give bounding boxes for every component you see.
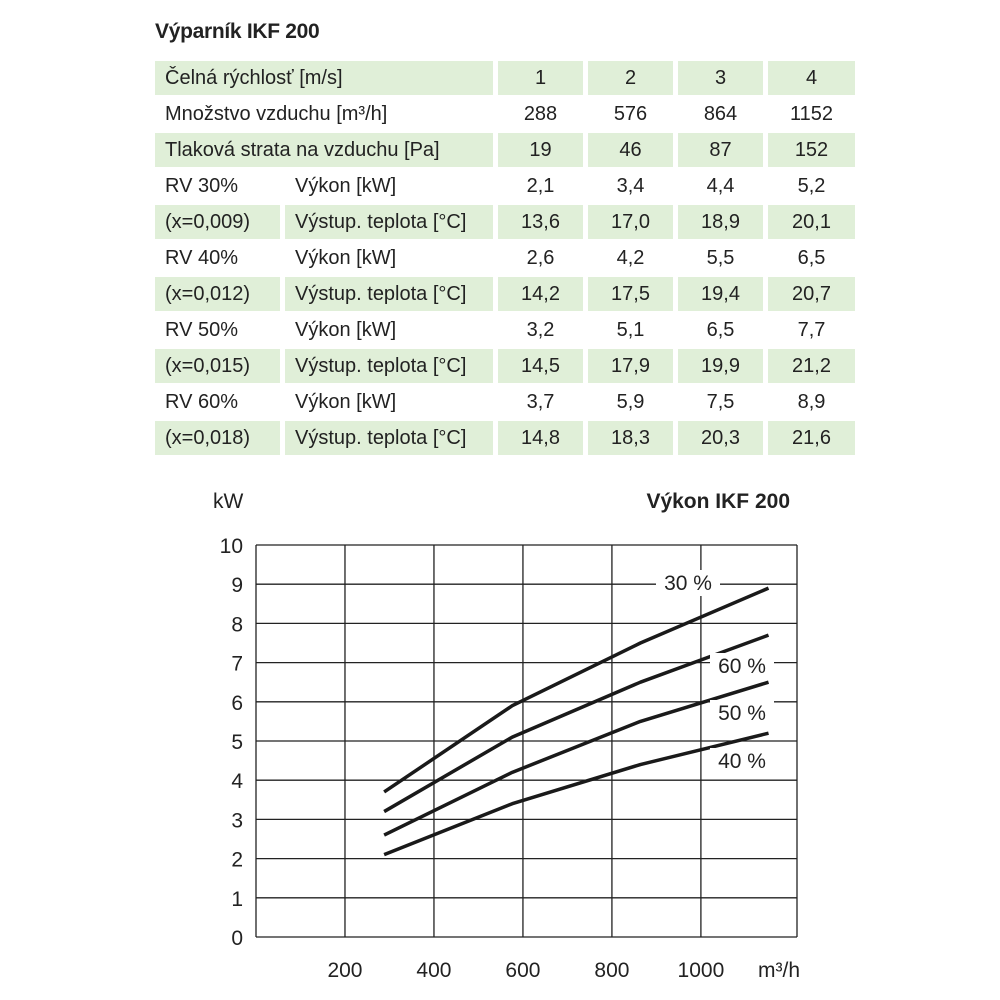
chart-title: Výkon IKF 200 <box>646 490 790 513</box>
y-tick-label: 8 <box>231 613 243 636</box>
x-tick-label: 400 <box>416 959 451 982</box>
row-quantity-label: Výstup. teplota [°C] <box>285 205 493 239</box>
pressure-value: 46 <box>588 133 673 167</box>
row-value: 7,7 <box>797 319 826 341</box>
row-value: 20,1 <box>768 205 855 239</box>
y-tick-label: 9 <box>231 574 243 597</box>
row-value: 7,5 <box>706 391 735 413</box>
row-value: 17,0 <box>588 205 673 239</box>
row-value: 17,9 <box>588 349 673 383</box>
row-value: 14,2 <box>498 277 583 311</box>
airflow-value: 1152 <box>789 103 833 125</box>
row-value: 3,4 <box>616 175 645 197</box>
pressure-label: Tlaková strata na vzduchu [Pa] <box>155 133 493 167</box>
y-tick-label: 0 <box>231 927 243 950</box>
series-label: 30 % <box>664 572 712 595</box>
row-value: 5,1 <box>616 319 645 341</box>
pressure-value: 19 <box>498 133 583 167</box>
series-line-60 <box>383 586 770 794</box>
row-value: 18,3 <box>588 421 673 455</box>
series-line-30 <box>383 731 769 857</box>
x-tick-label: 800 <box>594 959 629 982</box>
row-value: 3,7 <box>526 391 555 413</box>
row-value: 5,9 <box>616 391 645 413</box>
row-quantity-label: Výstup. teplota [°C] <box>285 277 493 311</box>
airflow-label: Množstvo vzduchu [m³/h] <box>165 103 388 125</box>
row-value: 4,4 <box>706 175 735 197</box>
table-title: Výparník IKF 200 <box>155 20 320 43</box>
series-label-bg <box>710 700 774 726</box>
series-label-bg <box>710 748 774 774</box>
row-value: 21,2 <box>768 349 855 383</box>
pressure-value: 152 <box>768 133 855 167</box>
row-value: 21,6 <box>768 421 855 455</box>
row-value: 14,8 <box>498 421 583 455</box>
row-value: 18,9 <box>678 205 763 239</box>
evaporator-table: Čelná rýchlosť [m/s] 1 2 3 4 Množstvo vzduchu… <box>155 60 855 456</box>
row-value: 5,5 <box>706 247 735 269</box>
row-value: 17,5 <box>588 277 673 311</box>
y-tick-label: 1 <box>231 888 243 911</box>
y-tick-label: 2 <box>231 849 243 872</box>
row-value: 13,6 <box>498 205 583 239</box>
row-value: 19,9 <box>678 349 763 383</box>
row-value: 2,6 <box>526 247 555 269</box>
row-quantity-label: Výkon [kW] <box>295 247 397 269</box>
series-line-40 <box>383 680 770 837</box>
pressure-value: 87 <box>678 133 763 167</box>
row-value: 14,5 <box>498 349 583 383</box>
y-tick-label: 7 <box>231 653 243 676</box>
row-value: 8,9 <box>797 391 826 413</box>
y-tick-label: 4 <box>231 770 243 793</box>
row-value: 2,1 <box>526 175 555 197</box>
row-value: 3,2 <box>526 319 555 341</box>
row-quantity-label: Výstup. teplota [°C] <box>285 349 493 383</box>
y-axis-label: kW <box>213 490 244 513</box>
row-group-label: (x=0,009) <box>155 205 280 239</box>
series-label-bg <box>656 570 720 596</box>
y-tick-label: 6 <box>231 692 243 715</box>
series-line-50 <box>383 633 770 814</box>
header-value: 4 <box>768 61 855 95</box>
x-tick-label: 200 <box>327 959 362 982</box>
series-label: 40 % <box>718 750 766 773</box>
row-group-label: RV 60% <box>165 391 239 413</box>
y-tick-label: 3 <box>231 809 243 832</box>
row-value: 20,3 <box>678 421 763 455</box>
header-value: 1 <box>498 61 583 95</box>
row-group-label: (x=0,015) <box>155 349 280 383</box>
y-tick-label: 5 <box>231 731 243 754</box>
row-quantity-label: Výkon [kW] <box>295 391 397 413</box>
series-label: 60 % <box>718 655 766 678</box>
row-value: 6,5 <box>706 319 735 341</box>
row-value: 20,7 <box>768 277 855 311</box>
row-group-label: (x=0,018) <box>155 421 280 455</box>
row-group-label: (x=0,012) <box>155 277 280 311</box>
row-quantity-label: Výkon [kW] <box>295 175 397 197</box>
row-group-label: RV 40% <box>165 247 239 269</box>
row-quantity-label: Výkon [kW] <box>295 319 397 341</box>
x-tick-label: 600 <box>505 959 540 982</box>
row-value: 5,2 <box>797 175 826 197</box>
row-quantity-label: Výstup. teplota [°C] <box>285 421 493 455</box>
x-tick-label: 1000 <box>678 959 725 982</box>
header-value: 2 <box>588 61 673 95</box>
row-group-label: RV 50% <box>165 319 239 341</box>
airflow-value: 576 <box>613 103 648 125</box>
airflow-value: 288 <box>523 103 558 125</box>
y-tick-label: 10 <box>220 535 243 558</box>
series-label-bg <box>710 653 774 679</box>
x-axis-label: m³/h <box>758 959 800 982</box>
row-value: 6,5 <box>797 247 826 269</box>
airflow-value: 864 <box>703 103 738 125</box>
series-label: 50 % <box>718 702 766 725</box>
row-group-label: RV 30% <box>165 175 239 197</box>
header-label: Čelná rýchlosť [m/s] <box>155 61 493 95</box>
header-value: 3 <box>678 61 763 95</box>
row-value: 19,4 <box>678 277 763 311</box>
row-value: 4,2 <box>616 247 645 269</box>
